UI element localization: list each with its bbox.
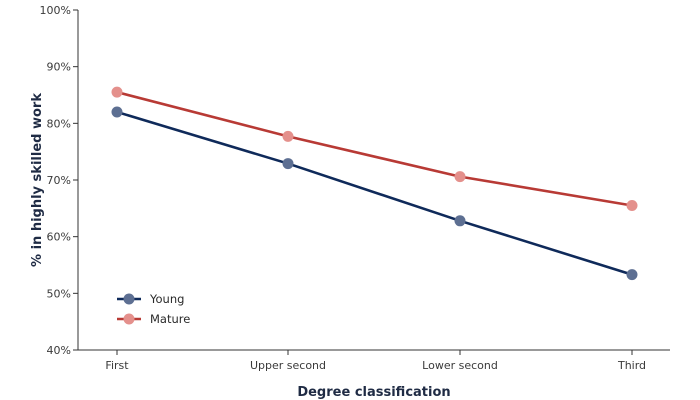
data-point-young [626, 269, 638, 281]
series-line-young [116, 110, 633, 276]
data-point-mature [282, 130, 294, 142]
x-axis-title: Degree classification [297, 385, 450, 400]
x-tick-label: Upper second [250, 359, 326, 372]
x-tick-label: Third [617, 359, 646, 372]
legend-marker-young [123, 293, 135, 305]
y-axis-title: % in highly skilled work [30, 93, 45, 267]
legend-item-mature: Mature [117, 312, 190, 326]
legend-item-young: Young [117, 292, 184, 306]
y-tick-label: 100% [40, 4, 71, 17]
data-point-young [111, 106, 123, 118]
data-point-mature [454, 171, 466, 183]
y-tick-label: 60% [47, 231, 71, 244]
series-layer [111, 86, 638, 281]
data-point-young [454, 215, 466, 227]
data-point-young [282, 158, 294, 170]
y-tick-label: 90% [47, 61, 71, 74]
data-point-mature [626, 200, 638, 211]
data-point-mature [111, 86, 123, 98]
y-ticks: 40% 50% 60% 70% 80% 90% 100% [40, 4, 78, 357]
x-tick-label: Lower second [422, 359, 498, 372]
x-ticks: First Upper second Lower second Third [105, 350, 646, 372]
y-tick-label: 80% [47, 117, 71, 130]
legend: Young Mature [117, 292, 190, 326]
legend-label-young: Young [149, 292, 184, 306]
y-tick-label: 50% [47, 287, 71, 300]
series-line-mature [116, 90, 633, 207]
legend-label-mature: Mature [150, 312, 190, 326]
x-tick-label: First [105, 359, 129, 372]
y-tick-label: 40% [47, 344, 71, 357]
y-tick-label: 70% [47, 174, 71, 187]
legend-marker-mature [123, 313, 135, 325]
